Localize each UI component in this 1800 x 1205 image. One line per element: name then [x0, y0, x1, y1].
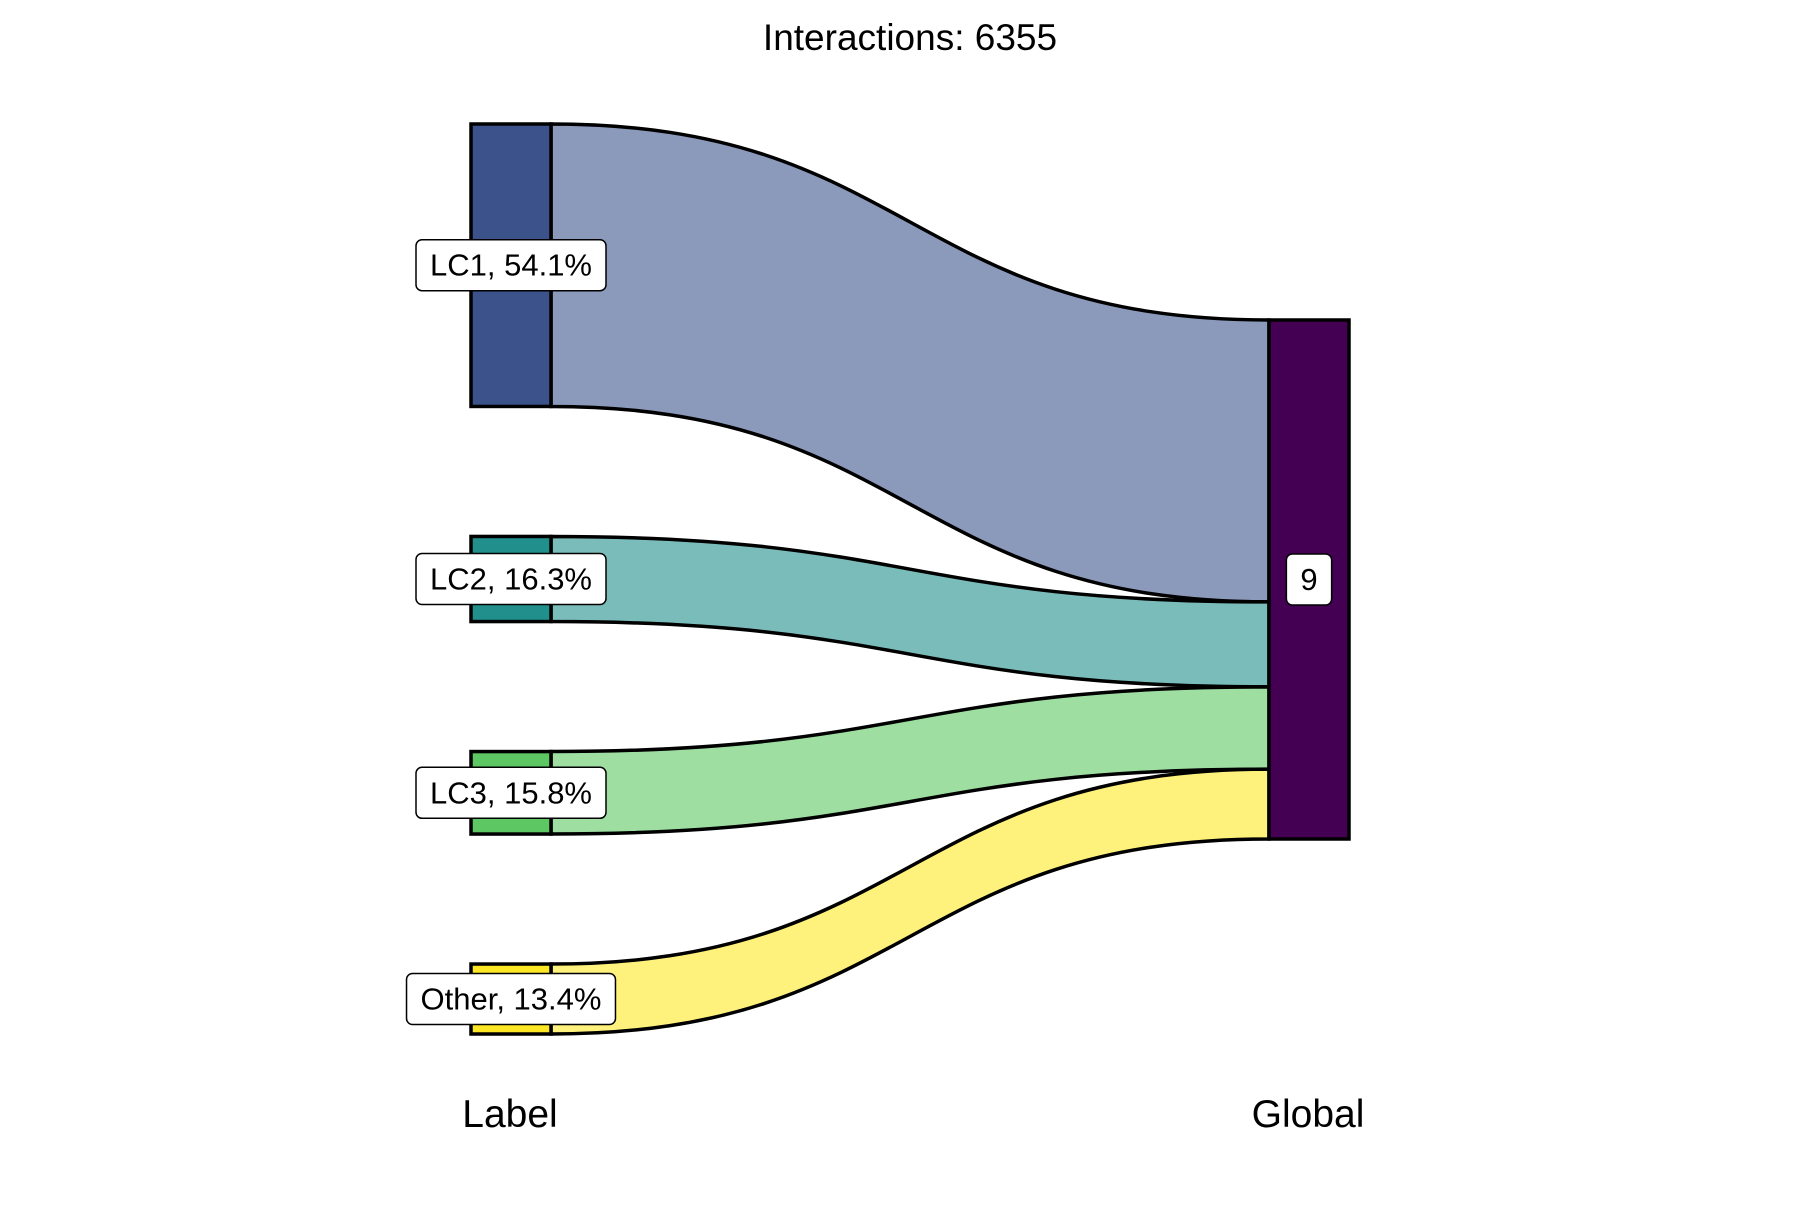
node-label-target-9-text: 9: [1300, 562, 1317, 597]
node-label-lc3: LC3, 15.8%: [415, 766, 607, 820]
node-label-other: Other, 13.4%: [405, 972, 617, 1026]
node-label-lc1-box: [415, 238, 607, 292]
flow-lc1-to-9: [549, 122, 1271, 604]
node-label-lc2-text: LC2, 16.3%: [430, 562, 592, 597]
node-label-lc1: LC1, 54.1%: [415, 238, 607, 292]
chart-title: Interactions: 6355: [763, 17, 1057, 58]
node-label-other-text: Other, 13.4%: [421, 982, 602, 1017]
links-layer: [549, 122, 1271, 1036]
node-label-lc3-box: [415, 766, 607, 820]
node-label-target-9: 9: [1285, 553, 1333, 606]
node-label-lc1-text: LC1, 54.1%: [430, 248, 592, 283]
labels-layer: LC1, 54.1% LC2, 16.3% LC3, 15.8% Other, 13.…: [405, 238, 1333, 1026]
axis-label-source: Label: [462, 1093, 557, 1136]
node-label-lc2-box: [415, 552, 607, 606]
node-label-lc2: LC2, 16.3%: [415, 552, 607, 606]
axis-label-target: Global: [1252, 1093, 1365, 1136]
node-label-lc3-text: LC3, 15.8%: [430, 775, 592, 810]
node-label-target-9-box: [1285, 553, 1333, 606]
node-label-other-box: [405, 972, 617, 1026]
